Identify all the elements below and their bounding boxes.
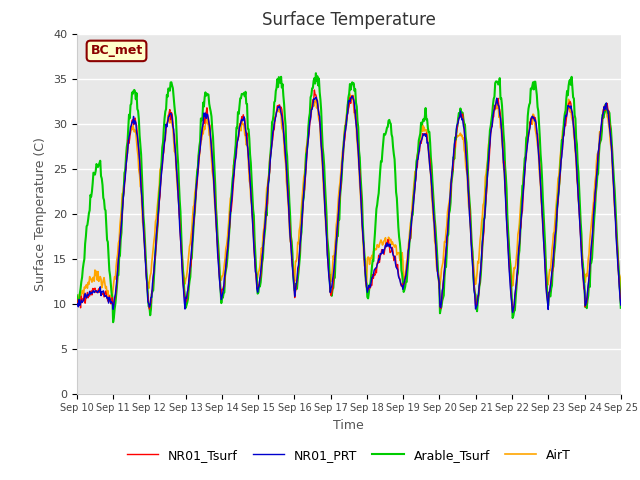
NR01_PRT [617, 302, 625, 308]
NR01_PRT [139, 208, 147, 214]
NR01_Tsurf [139, 206, 147, 212]
Line: AirT: AirT [77, 94, 621, 300]
NR01_PRT [73, 301, 81, 307]
AirT [417, 135, 424, 141]
NR01_Tsurf [83, 294, 90, 300]
AirT [433, 259, 440, 265]
AirT [617, 286, 625, 292]
AirT [74, 298, 82, 303]
AirT [223, 236, 231, 242]
Arable_Tsurf [140, 213, 147, 218]
NR01_Tsurf [310, 87, 318, 93]
NR01_PRT [223, 254, 230, 260]
NR01_PRT [509, 310, 516, 315]
AirT [73, 296, 81, 301]
Line: NR01_PRT: NR01_PRT [77, 96, 621, 312]
Arable_Tsurf [417, 131, 424, 136]
Arable_Tsurf [109, 319, 117, 325]
NR01_Tsurf [509, 309, 516, 314]
NR01_PRT [194, 169, 202, 175]
NR01_PRT [416, 144, 424, 150]
NR01_PRT [348, 93, 356, 99]
Arable_Tsurf [73, 292, 81, 298]
NR01_Tsurf [617, 301, 625, 307]
Arable_Tsurf [433, 235, 440, 241]
X-axis label: Time: Time [333, 419, 364, 432]
NR01_Tsurf [194, 171, 202, 177]
NR01_Tsurf [223, 256, 230, 262]
Arable_Tsurf [223, 256, 231, 262]
NR01_Tsurf [416, 148, 424, 154]
NR01_Tsurf [431, 238, 439, 243]
AirT [195, 152, 202, 158]
Title: Surface Temperature: Surface Temperature [262, 11, 436, 29]
NR01_Tsurf [73, 296, 81, 302]
AirT [140, 224, 147, 229]
Arable_Tsurf [312, 71, 320, 76]
Line: NR01_Tsurf: NR01_Tsurf [77, 90, 621, 312]
Arable_Tsurf [617, 305, 625, 311]
NR01_PRT [83, 295, 90, 301]
Arable_Tsurf [83, 223, 90, 229]
Arable_Tsurf [195, 152, 202, 158]
AirT [346, 91, 354, 97]
Y-axis label: Surface Temperature (C): Surface Temperature (C) [35, 137, 47, 290]
Text: BC_met: BC_met [90, 44, 143, 58]
Line: Arable_Tsurf: Arable_Tsurf [77, 73, 621, 322]
NR01_PRT [431, 239, 439, 244]
Legend: NR01_Tsurf, NR01_PRT, Arable_Tsurf, AirT: NR01_Tsurf, NR01_PRT, Arable_Tsurf, AirT [122, 444, 576, 467]
AirT [84, 285, 92, 291]
